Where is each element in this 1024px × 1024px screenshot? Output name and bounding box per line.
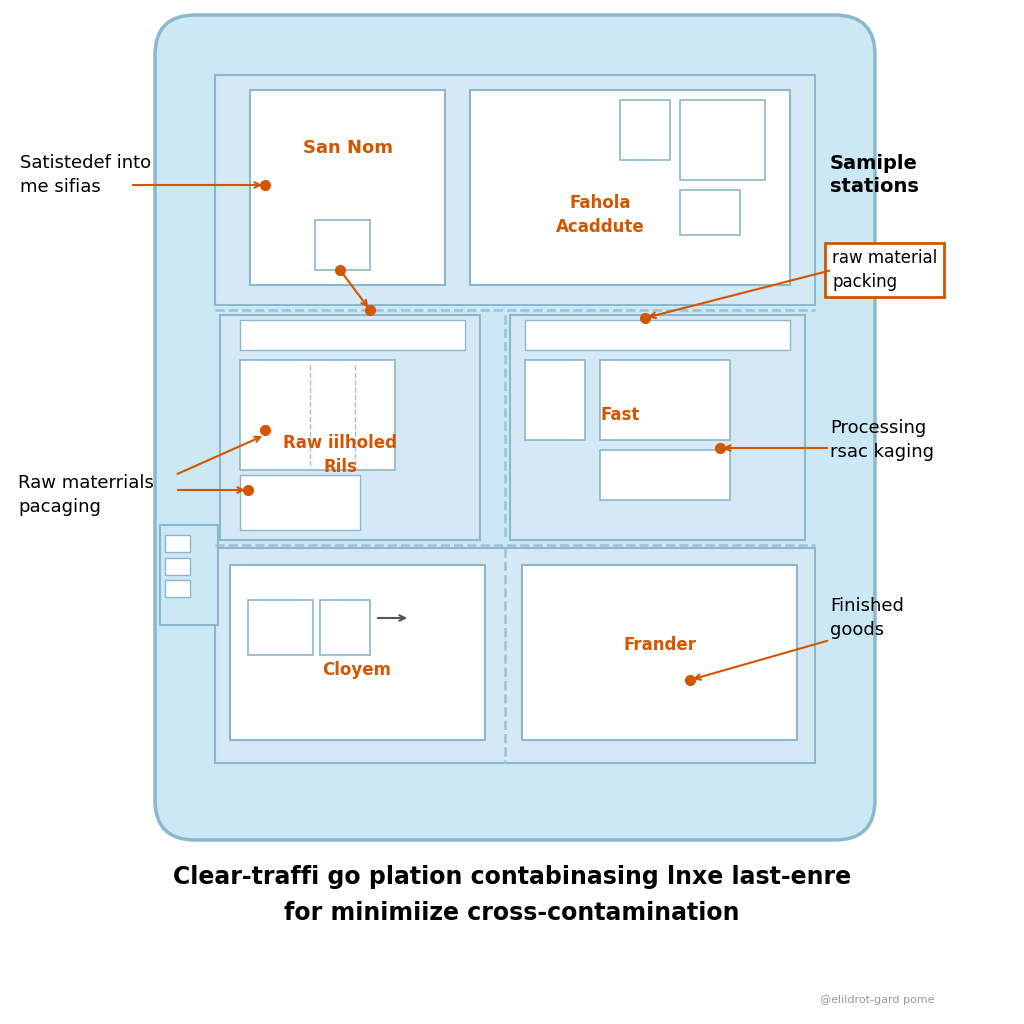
Text: Raw iilholed
Rils: Raw iilholed Rils <box>283 434 397 476</box>
Bar <box>319 600 370 655</box>
Bar <box>600 360 730 440</box>
Bar <box>315 220 370 270</box>
Text: Fast: Fast <box>600 406 640 424</box>
Text: San Nom: San Nom <box>303 139 393 157</box>
Bar <box>680 190 740 234</box>
Text: Finished
goods: Finished goods <box>830 597 904 639</box>
Bar <box>240 360 395 470</box>
Bar <box>165 535 190 552</box>
Text: Processing
rsac kaging: Processing rsac kaging <box>830 419 934 461</box>
Text: Samiple
stations: Samiple stations <box>830 154 919 197</box>
Text: Fahola
Acaddute: Fahola Acaddute <box>556 195 644 236</box>
Bar <box>510 315 805 540</box>
Text: raw material
packing: raw material packing <box>831 249 937 291</box>
Bar <box>248 600 313 655</box>
Bar <box>525 360 585 440</box>
Bar <box>620 100 670 160</box>
Bar <box>220 315 480 540</box>
FancyBboxPatch shape <box>155 15 874 840</box>
Bar <box>165 580 190 597</box>
Bar <box>240 319 465 350</box>
Bar <box>215 75 815 305</box>
Bar <box>240 475 360 530</box>
Bar <box>165 558 190 575</box>
Bar <box>230 565 485 740</box>
Bar <box>522 565 797 740</box>
Bar <box>160 525 218 625</box>
Bar <box>600 450 730 500</box>
Bar <box>250 90 445 285</box>
Bar <box>525 319 790 350</box>
Text: Frander: Frander <box>624 636 696 654</box>
Text: @elildrot-gard pome: @elildrot-gard pome <box>820 995 935 1005</box>
Text: Raw materrials
pacaging: Raw materrials pacaging <box>18 474 154 516</box>
Bar <box>470 90 790 285</box>
Text: Cloyem: Cloyem <box>323 662 391 679</box>
Text: Clear-traffi go plation contabinasing lnxe last-enre
for minimiize cross-contami: Clear-traffi go plation contabinasing ln… <box>173 865 851 925</box>
Text: Satistedef into
me sifias: Satistedef into me sifias <box>20 155 152 196</box>
Bar <box>215 548 815 763</box>
Bar <box>680 100 765 180</box>
